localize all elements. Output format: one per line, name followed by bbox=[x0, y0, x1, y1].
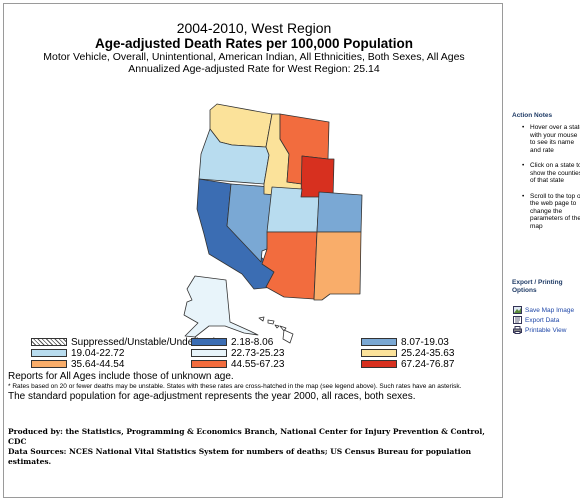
export-data-link[interactable]: Export Data bbox=[513, 316, 559, 325]
export-icon bbox=[513, 316, 522, 325]
legend-swatch bbox=[361, 360, 397, 369]
legend-item: 44.55-67.23 bbox=[191, 359, 284, 370]
legend-swatch bbox=[191, 338, 227, 347]
legend-item: Suppressed/Unstable/Undefined bbox=[31, 337, 215, 348]
state-AK[interactable] bbox=[183, 275, 259, 338]
credits: Produced by: the Statistics, Programming… bbox=[8, 427, 502, 467]
legend-swatch bbox=[191, 360, 227, 369]
legend-swatch bbox=[361, 349, 397, 358]
legend-label: 22.73-25.23 bbox=[231, 348, 285, 359]
export-data-label: Export Data bbox=[525, 317, 560, 324]
map-titles: 2004-2010, West Region Age-adjusted Deat… bbox=[4, 20, 502, 75]
unknown-age-note: Reports for All Ages include those of un… bbox=[8, 371, 234, 382]
unstable-rates-note: * Rates based on 20 or fewer deaths may … bbox=[8, 383, 462, 390]
legend-item: 25.24-35.63 bbox=[361, 348, 454, 359]
save-map-label: Save Map Image bbox=[525, 307, 575, 314]
state-AZ[interactable] bbox=[261, 231, 318, 300]
legend-item: 2.18-8.06 bbox=[191, 337, 273, 348]
action-note: Scroll to the top of the web page to cha… bbox=[522, 193, 580, 231]
legend-label: 67.24-76.87 bbox=[401, 359, 455, 370]
map-panel: 2004-2010, West Region Age-adjusted Deat… bbox=[3, 3, 503, 498]
action-notes-title: Action Notes bbox=[512, 112, 553, 119]
legend-label: 44.55-67.23 bbox=[231, 359, 285, 370]
legend-swatch bbox=[31, 349, 67, 358]
data-sources: Data Sources: NCES National Vital Statis… bbox=[8, 447, 472, 466]
legend-label: 2.18-8.06 bbox=[231, 337, 274, 348]
legend-swatch bbox=[361, 338, 397, 347]
map-subtitle: Age-adjusted Death Rates per 100,000 Pop… bbox=[94, 36, 414, 51]
legend-swatch bbox=[31, 338, 67, 347]
legend-item: 8.07-19.03 bbox=[361, 337, 449, 348]
action-note: Hover over a state with your mouse to se… bbox=[522, 124, 580, 154]
printer-icon bbox=[513, 326, 522, 335]
image-icon bbox=[513, 306, 522, 315]
legend-item: 22.73-25.23 bbox=[191, 348, 284, 359]
printable-view-link[interactable]: Printable View bbox=[513, 326, 566, 335]
legend-label: 19.04-22.72 bbox=[71, 348, 125, 359]
state-HI[interactable] bbox=[258, 316, 294, 344]
legend-swatch bbox=[191, 349, 227, 358]
legend-label: Suppressed/Unstable/Undefined bbox=[71, 337, 215, 348]
legend-item: 19.04-22.72 bbox=[31, 348, 124, 359]
legend-label: 25.24-35.63 bbox=[401, 348, 455, 359]
action-notes-list: Hover over a state with your mouse to se… bbox=[512, 124, 580, 238]
action-note: Click on a state to show the counties of… bbox=[522, 162, 580, 185]
legend-item: 67.24-76.87 bbox=[361, 359, 454, 370]
legend-label: 35.64-44.54 bbox=[71, 359, 125, 370]
state-CO[interactable] bbox=[316, 191, 363, 233]
map-title: 2004-2010, West Region bbox=[176, 20, 332, 36]
printable-view-label: Printable View bbox=[525, 327, 567, 334]
produced-by: Produced by: the Statistics, Programming… bbox=[8, 427, 485, 446]
legend-item: 35.64-44.54 bbox=[31, 359, 124, 370]
footnotes: Reports for All Ages include those of un… bbox=[8, 371, 502, 402]
annualized-rate: Annualized Age-adjusted Rate for West Re… bbox=[128, 63, 380, 75]
save-map-image-link[interactable]: Save Map Image bbox=[513, 306, 574, 315]
legend-label: 8.07-19.03 bbox=[401, 337, 449, 348]
state-map bbox=[183, 103, 363, 344]
map-filters: Motor Vehicle, Overall, Unintentional, A… bbox=[43, 51, 465, 63]
state-WY[interactable] bbox=[300, 155, 335, 199]
state-NM[interactable] bbox=[313, 231, 362, 301]
legend-swatch bbox=[31, 360, 67, 369]
standard-population-note: The standard population for age-adjustme… bbox=[8, 391, 416, 402]
export-options-title: Export / Printing Options bbox=[512, 279, 563, 294]
